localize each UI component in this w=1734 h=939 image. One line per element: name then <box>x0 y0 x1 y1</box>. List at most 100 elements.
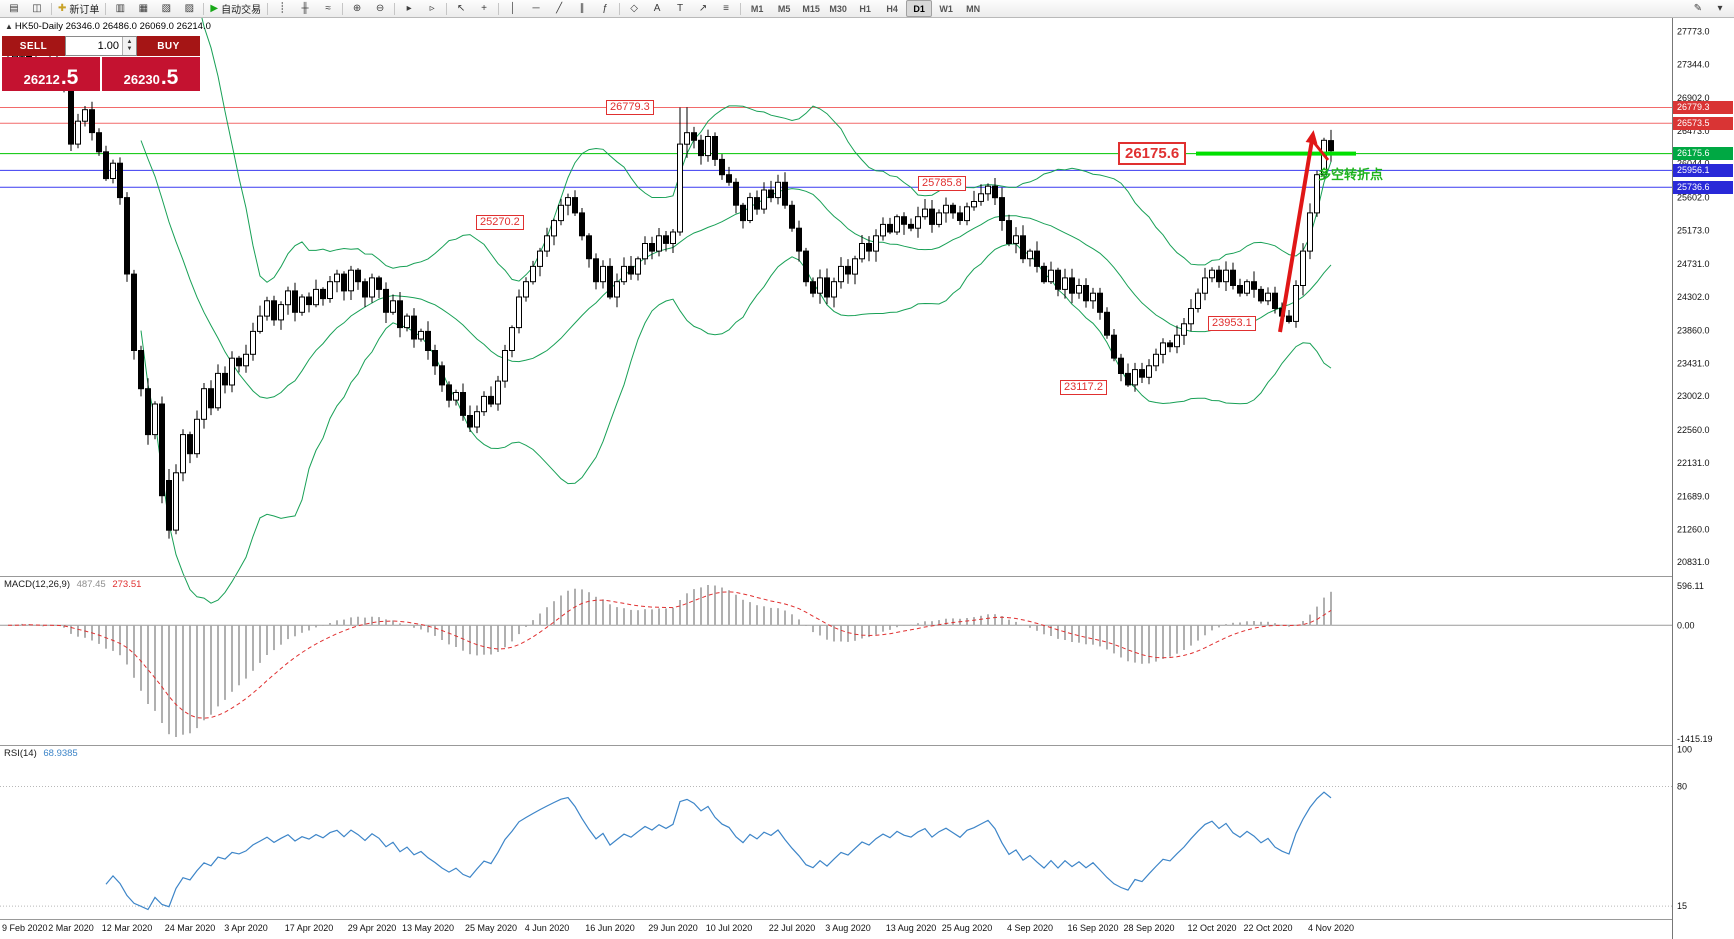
market-watch-icon: ▥ <box>115 2 126 14</box>
shapes-button[interactable]: ◇ <box>623 0 645 17</box>
horizontal-line-button[interactable]: ─ <box>525 0 547 17</box>
macd-name: MACD(12,26,9) <box>4 579 70 590</box>
timeframe-m5-button[interactable]: M5 <box>777 3 791 14</box>
chinese-note-annotation[interactable]: 多空转折点 <box>1318 167 1384 182</box>
shapes-icon: ◇ <box>630 2 638 14</box>
crosshair-button[interactable]: + <box>473 0 495 17</box>
arrows-button[interactable]: ↗ <box>692 0 714 17</box>
channel-button[interactable]: ∥ <box>571 0 593 17</box>
chart-profiles-button[interactable]: ◫ <box>26 0 48 17</box>
price-axis-label: 26044.0 <box>1677 159 1710 169</box>
trendline-button[interactable]: ╱ <box>548 0 570 17</box>
date-axis-label: 22 Oct 2020 <box>1243 923 1292 933</box>
chart-price-annotation[interactable]: 23117.2 <box>1060 380 1107 395</box>
timeframe-mn-button[interactable]: MN <box>966 3 981 14</box>
new-order-button-label: 新订单 <box>69 5 100 16</box>
date-axis-label: 2 Mar 2020 <box>48 923 94 933</box>
date-axis-label: 29 Apr 2020 <box>348 923 397 933</box>
text-label-button[interactable]: T <box>669 0 691 17</box>
more-button[interactable]: ▾ <box>1717 3 1723 14</box>
toolbar-separator <box>267 2 269 15</box>
navigator-button[interactable]: ▧ <box>155 0 177 17</box>
volume-value: 1.00 <box>97 40 119 52</box>
chart-price-annotation[interactable]: 23953.1 <box>1208 316 1256 331</box>
volume-spinner[interactable]: ▲ ▼ <box>122 37 136 55</box>
date-axis-label: 29 Jun 2020 <box>648 923 698 933</box>
ohlc-text: HK50-Daily 26346.0 26486.0 26069.0 26214… <box>14 21 211 32</box>
terminal-button[interactable]: ▨ <box>178 0 200 17</box>
date-axis-label: 17 Apr 2020 <box>285 923 334 933</box>
terminal-icon: ▨ <box>184 2 195 14</box>
zoom-in-button[interactable]: ⊕ <box>346 0 368 17</box>
date-axis-label: 9 Feb 2020 <box>2 923 48 933</box>
new-order-button[interactable]: ✚ 新订单 <box>55 0 102 17</box>
buy-button[interactable]: BUY <box>137 36 200 56</box>
indicators-icon: ≡ <box>723 2 730 14</box>
indicators-button[interactable]: ≡ <box>715 0 737 17</box>
panel-toggle-icon[interactable]: ▲ <box>5 22 13 31</box>
navigator-icon: ▧ <box>161 2 172 14</box>
date-axis-label: 25 Aug 2020 <box>942 923 993 933</box>
timeframe-m30-button[interactable]: M30 <box>829 3 847 14</box>
cursor-icon: ↖ <box>456 2 466 14</box>
line-chart-icon: ≈ <box>325 2 331 14</box>
autotrading-button[interactable]: ▶ 自动交易 <box>207 0 264 17</box>
spinner-up-icon[interactable]: ▲ <box>126 39 133 45</box>
one-click-trading-panel: SELL 1.00 ▲ ▼ BUY 26212 .5 26230 .5 <box>2 36 200 91</box>
chart-shift-button[interactable]: ▹ <box>421 0 443 17</box>
date-axis-label: 3 Aug 2020 <box>825 923 871 933</box>
market-watch-button[interactable]: ▥ <box>109 0 131 17</box>
timeframe-h1-button[interactable]: H1 <box>859 3 871 14</box>
macd-main-value: 487.45 <box>76 579 106 590</box>
sell-price-pips: .5 <box>60 66 79 89</box>
price-axis-label: 26473.0 <box>1677 126 1710 136</box>
date-axis-label: 13 Aug 2020 <box>886 923 937 933</box>
buy-price-main: 26230 <box>123 72 160 87</box>
candlestick-chart-icon: ╫ <box>301 2 309 14</box>
timeframe-m15-button[interactable]: M15 <box>802 3 820 14</box>
zoom-out-button[interactable]: ⊖ <box>369 0 391 17</box>
chart-price-annotation[interactable]: 25270.2 <box>476 215 524 230</box>
crosshair-icon: + <box>481 2 488 14</box>
sell-price[interactable]: 26212 .5 <box>2 57 100 91</box>
chart-ohlc-info: ▲ HK50-Daily 26346.0 26486.0 26069.0 2621… <box>5 21 211 32</box>
price-axis-label: 23860.0 <box>1677 326 1710 336</box>
buy-price[interactable]: 26230 .5 <box>102 57 200 91</box>
new-chart-button[interactable]: ▤ <box>3 0 25 17</box>
price-axis-label: 20831.0 <box>1677 557 1710 567</box>
chart-price-annotation[interactable]: 26779.3 <box>606 100 654 115</box>
price-tag: 26573.5 <box>1673 116 1733 130</box>
fibonacci-button[interactable]: ƒ <box>594 0 616 17</box>
chart-price-annotation[interactable]: 25785.8 <box>918 176 966 191</box>
timeframe-d1-button[interactable]: D1 <box>906 0 933 17</box>
sell-button[interactable]: SELL <box>2 36 65 56</box>
vertical-line-button[interactable]: │ <box>502 0 524 17</box>
line-chart-button[interactable]: ≈ <box>317 0 339 17</box>
timeframe-m1-button[interactable]: M1 <box>750 3 764 14</box>
auto-scroll-button[interactable]: ▸ <box>398 0 420 17</box>
autotrading-icon: ▶ <box>210 2 219 14</box>
date-axis-label: 16 Sep 2020 <box>1067 923 1118 933</box>
spinner-down-icon[interactable]: ▼ <box>126 46 133 52</box>
volume-input[interactable]: 1.00 ▲ ▼ <box>65 36 137 56</box>
auto-scroll-icon: ▸ <box>406 2 412 14</box>
date-axis-label: 4 Nov 2020 <box>1308 923 1354 933</box>
data-window-button[interactable]: ▦ <box>132 0 154 17</box>
cursor-button[interactable]: ↖ <box>450 0 472 17</box>
timeframe-w1-button[interactable]: W1 <box>939 3 953 14</box>
edit-button[interactable]: ✎ <box>1693 3 1703 14</box>
text-icon: A <box>653 2 661 14</box>
price-axis-label: 27344.0 <box>1677 59 1710 69</box>
timeframe-h4-button[interactable]: H4 <box>886 3 898 14</box>
date-axis-label: 3 Apr 2020 <box>224 923 268 933</box>
data-window-icon: ▦ <box>138 2 149 14</box>
date-axis-label: 13 May 2020 <box>402 923 454 933</box>
price-axis-label: 25173.0 <box>1677 225 1710 235</box>
key-level-annotation[interactable]: 26175.6 <box>1118 142 1187 165</box>
bar-chart-button[interactable]: ┊ <box>271 0 293 17</box>
text-button[interactable]: A <box>646 0 668 17</box>
candlestick-chart-button[interactable]: ╫ <box>294 0 316 17</box>
sell-price-main: 26212 <box>23 72 60 87</box>
